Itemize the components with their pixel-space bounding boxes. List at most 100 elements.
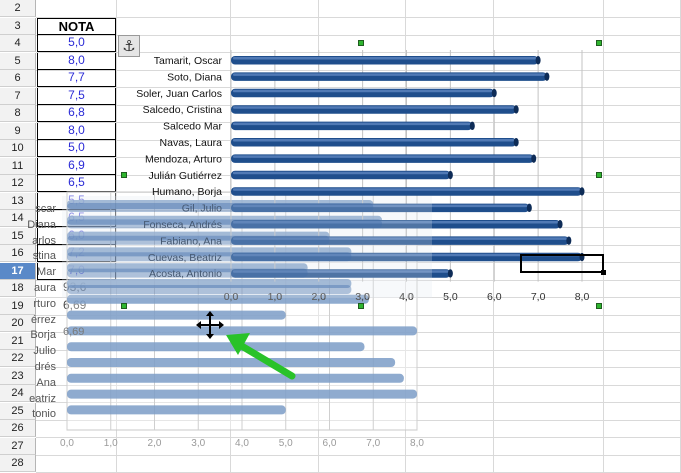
ghost-overlay-bar [67, 285, 352, 294]
fill-handle[interactable] [601, 270, 606, 275]
ghost-category-label: Julio [33, 345, 56, 357]
nota-cell[interactable]: 7,7 [37, 70, 116, 87]
row-gridline [36, 437, 681, 438]
row-header-8[interactable]: 8 [0, 105, 36, 122]
row-header-3[interactable]: 3 [0, 18, 36, 35]
chart-tick-label: 8,0 [575, 291, 590, 303]
ghost-overlay-tick: 4,0 [399, 292, 413, 303]
row-header-24[interactable]: 24 [0, 385, 36, 402]
chart-category-label: Soto, Diana [167, 71, 222, 83]
row-header-16[interactable]: 16 [0, 245, 36, 262]
row-header-14[interactable]: 14 [0, 210, 36, 227]
chart-handle-left[interactable] [121, 172, 127, 178]
nota-cell[interactable]: 5,0 [37, 35, 116, 52]
ghost-overlay-bar [67, 203, 374, 212]
row-header-28[interactable]: 28 [0, 455, 36, 472]
row-header-13[interactable]: 13 [0, 193, 36, 210]
chart-tick-label: 7,0 [531, 291, 546, 303]
row-header-26[interactable]: 26 [0, 420, 36, 437]
row-header-15[interactable]: 15 [0, 228, 36, 245]
ghost-average-value: 6,69 [63, 326, 85, 338]
nota-cell[interactable]: 6,9 [37, 158, 116, 175]
chart-bar-end [544, 72, 550, 81]
ghost-overlay-bar [67, 235, 330, 245]
ghost-overlay-tick: 3,0 [355, 292, 369, 303]
chart-handle-top-right[interactable] [596, 40, 602, 46]
chart-bar-end [579, 187, 585, 196]
chart-category-label: Navas, Laura [160, 137, 223, 149]
ghost-overlay-tick: 1,0 [268, 292, 282, 303]
nota-cell[interactable]: 6,8 [37, 105, 116, 122]
ghost-category-label: tonio [32, 408, 56, 420]
ghost-bar [67, 358, 396, 367]
row-header-18[interactable]: 18 [0, 280, 36, 297]
ghost-bar [67, 342, 365, 352]
chart-tick-label: 4,0 [399, 291, 414, 303]
ghost-category-label: Ana [36, 377, 56, 389]
row-header-4[interactable]: 4 [0, 35, 36, 52]
chart-tick-label: 6,0 [487, 291, 502, 303]
row-header-2[interactable]: 2 [0, 0, 36, 17]
chart-bar-highlight [233, 122, 471, 126]
row-header-22[interactable]: 22 [0, 350, 36, 367]
green-arrow-annotation [226, 333, 296, 380]
chart-bar-end [557, 220, 563, 229]
chart-category-label: Soler, Juan Carlos [136, 88, 222, 100]
row-gridline [36, 52, 681, 53]
chart-tick-label: 5,0 [443, 291, 458, 303]
chart-bar-end [469, 121, 475, 131]
ghost-overlay-bar [67, 219, 382, 229]
chart-handle-bottom-left[interactable] [121, 303, 127, 309]
cell-cursor[interactable] [520, 254, 604, 273]
row-header-5[interactable]: 5 [0, 53, 36, 70]
ghost-category-label: arlos [32, 235, 56, 247]
chart-handle-bottom-right[interactable] [596, 303, 602, 309]
ghost-category-label: eatriz [29, 393, 56, 405]
row-gridline [36, 455, 681, 456]
row-header-6[interactable]: 6 [0, 70, 36, 87]
row-header-12[interactable]: 12 [0, 175, 36, 192]
row-header-21[interactable]: 21 [0, 333, 36, 350]
nota-cell[interactable]: 5,0 [37, 140, 116, 157]
chart-handle-right[interactable] [596, 172, 602, 178]
ghost-category-label: aura [33, 282, 56, 294]
row-gridline [36, 402, 681, 403]
chart-bar-end [566, 236, 572, 245]
row-header-17[interactable]: 17 [0, 263, 36, 280]
row-header-20[interactable]: 20 [0, 315, 36, 332]
row-header-9[interactable]: 9 [0, 123, 36, 140]
row-gridline [36, 35, 681, 36]
row-header-7[interactable]: 7 [0, 88, 36, 105]
row-header-19[interactable]: 19 [0, 298, 36, 315]
chart-handle-bottom[interactable] [358, 303, 364, 309]
chart-handle-top[interactable] [358, 40, 364, 46]
row-gridline [36, 420, 681, 421]
row-header-11[interactable]: 11 [0, 158, 36, 175]
row-header-10[interactable]: 10 [0, 140, 36, 157]
row-header-25[interactable]: 25 [0, 403, 36, 420]
nota-header-cell[interactable]: NOTA [37, 18, 116, 35]
chart-category-label: Mendoza, Arturo [145, 153, 222, 165]
nota-cell[interactable]: 7,5 [37, 88, 116, 105]
ghost-bar [67, 405, 286, 415]
anchor-icon[interactable]: ⚓ [118, 35, 140, 57]
chart-category-label: Humano, Borja [152, 186, 222, 198]
ghost-category-label: érrez [30, 314, 56, 326]
move-cursor-icon [196, 311, 224, 339]
ghost-tick-label: 5,0 [279, 438, 293, 449]
nota-cell[interactable]: 8,0 [37, 53, 116, 70]
ghost-category-label: Diana [27, 219, 56, 231]
row-gridline [36, 280, 681, 281]
chart-category-label: Salcedo Mar [163, 121, 222, 133]
ghost-tick-label: 4,0 [235, 438, 249, 449]
column-gridline [603, 0, 604, 473]
row-gridline [36, 70, 681, 71]
ghost-category-label: Mar [37, 266, 56, 278]
nota-cell[interactable]: 8,0 [37, 123, 116, 140]
chart-tick-label: 3,0 [355, 291, 370, 303]
row-header-23[interactable]: 23 [0, 368, 36, 385]
ghost-overlay-tick: 2,0 [311, 292, 325, 303]
row-header-27[interactable]: 27 [0, 438, 36, 455]
